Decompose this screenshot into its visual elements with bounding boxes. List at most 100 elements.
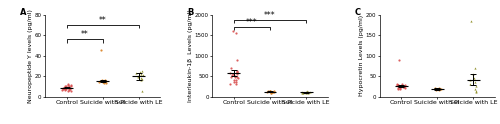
Point bbox=[102, 82, 110, 84]
Point bbox=[60, 87, 68, 89]
Point bbox=[466, 83, 474, 85]
Point bbox=[62, 86, 70, 88]
Point bbox=[395, 59, 403, 61]
Point bbox=[64, 90, 72, 92]
Point bbox=[395, 85, 403, 87]
Point bbox=[394, 87, 402, 89]
Point bbox=[270, 91, 278, 93]
Point bbox=[138, 70, 146, 72]
Point bbox=[469, 73, 477, 75]
Point bbox=[100, 81, 108, 83]
Point bbox=[267, 92, 275, 94]
Point bbox=[230, 30, 237, 32]
Point bbox=[471, 67, 479, 69]
Point bbox=[432, 88, 440, 90]
Point bbox=[61, 89, 69, 91]
Point bbox=[436, 88, 444, 90]
Point bbox=[399, 86, 407, 88]
Point bbox=[226, 76, 234, 78]
Point bbox=[304, 91, 312, 93]
Point bbox=[132, 72, 140, 74]
Point bbox=[233, 76, 241, 78]
Point bbox=[60, 87, 68, 89]
Point bbox=[233, 71, 241, 73]
Point bbox=[234, 77, 242, 79]
Text: ***: *** bbox=[264, 11, 276, 20]
Point bbox=[434, 89, 442, 91]
Point bbox=[466, 79, 474, 81]
Text: B: B bbox=[187, 8, 194, 17]
Point bbox=[394, 84, 402, 86]
Point bbox=[401, 85, 409, 87]
Point bbox=[393, 84, 401, 86]
Point bbox=[470, 77, 478, 79]
Point bbox=[401, 87, 409, 89]
Point bbox=[134, 76, 141, 78]
Point bbox=[472, 91, 480, 93]
Point bbox=[137, 77, 145, 79]
Point bbox=[232, 79, 239, 81]
Point bbox=[398, 83, 406, 85]
Point bbox=[396, 85, 404, 87]
Point bbox=[66, 84, 74, 86]
Point bbox=[58, 88, 66, 90]
Point bbox=[136, 71, 144, 73]
Point bbox=[298, 92, 306, 94]
Point bbox=[60, 87, 68, 89]
Point bbox=[94, 81, 102, 83]
Point bbox=[431, 87, 439, 89]
Point bbox=[302, 90, 310, 92]
Point bbox=[234, 70, 241, 72]
Point bbox=[58, 89, 66, 91]
Point bbox=[472, 90, 480, 92]
Y-axis label: Hypocretin Levels (pg/ml): Hypocretin Levels (pg/ml) bbox=[360, 15, 364, 96]
Point bbox=[64, 83, 72, 85]
Point bbox=[100, 80, 108, 82]
Point bbox=[396, 87, 404, 89]
Point bbox=[100, 82, 108, 84]
Point bbox=[65, 87, 73, 89]
Point bbox=[435, 87, 443, 89]
Point bbox=[64, 86, 72, 88]
Point bbox=[432, 88, 440, 90]
Point bbox=[138, 73, 145, 75]
Point bbox=[65, 88, 73, 90]
Point bbox=[62, 88, 70, 90]
Point bbox=[400, 85, 407, 87]
Point bbox=[226, 67, 234, 69]
Point bbox=[300, 92, 308, 94]
Point bbox=[230, 73, 237, 75]
Point bbox=[96, 49, 104, 51]
Point bbox=[395, 86, 403, 88]
Point bbox=[394, 83, 402, 85]
Point bbox=[139, 74, 147, 76]
Y-axis label: Neuropeptide Y levels (pg/ml): Neuropeptide Y levels (pg/ml) bbox=[28, 9, 33, 103]
Point bbox=[298, 91, 306, 93]
Point bbox=[394, 86, 402, 88]
Point bbox=[233, 73, 241, 75]
Point bbox=[432, 89, 440, 91]
Point bbox=[472, 86, 480, 88]
Point bbox=[226, 83, 234, 85]
Point bbox=[270, 90, 278, 92]
Point bbox=[96, 80, 104, 82]
Text: **: ** bbox=[81, 30, 88, 39]
Point bbox=[264, 91, 272, 93]
Point bbox=[231, 75, 239, 77]
Point bbox=[228, 74, 236, 76]
Point bbox=[266, 90, 274, 92]
Point bbox=[62, 88, 70, 90]
Point bbox=[62, 86, 70, 88]
Point bbox=[102, 79, 110, 81]
Point bbox=[304, 92, 312, 94]
Point bbox=[434, 88, 442, 90]
Point bbox=[302, 91, 310, 93]
Point bbox=[267, 92, 275, 94]
Point bbox=[232, 32, 239, 34]
Point bbox=[232, 81, 239, 83]
Point bbox=[302, 91, 310, 93]
Text: ***: *** bbox=[246, 18, 258, 27]
Point bbox=[230, 79, 238, 81]
Point bbox=[396, 86, 404, 88]
Text: **: ** bbox=[99, 16, 106, 25]
